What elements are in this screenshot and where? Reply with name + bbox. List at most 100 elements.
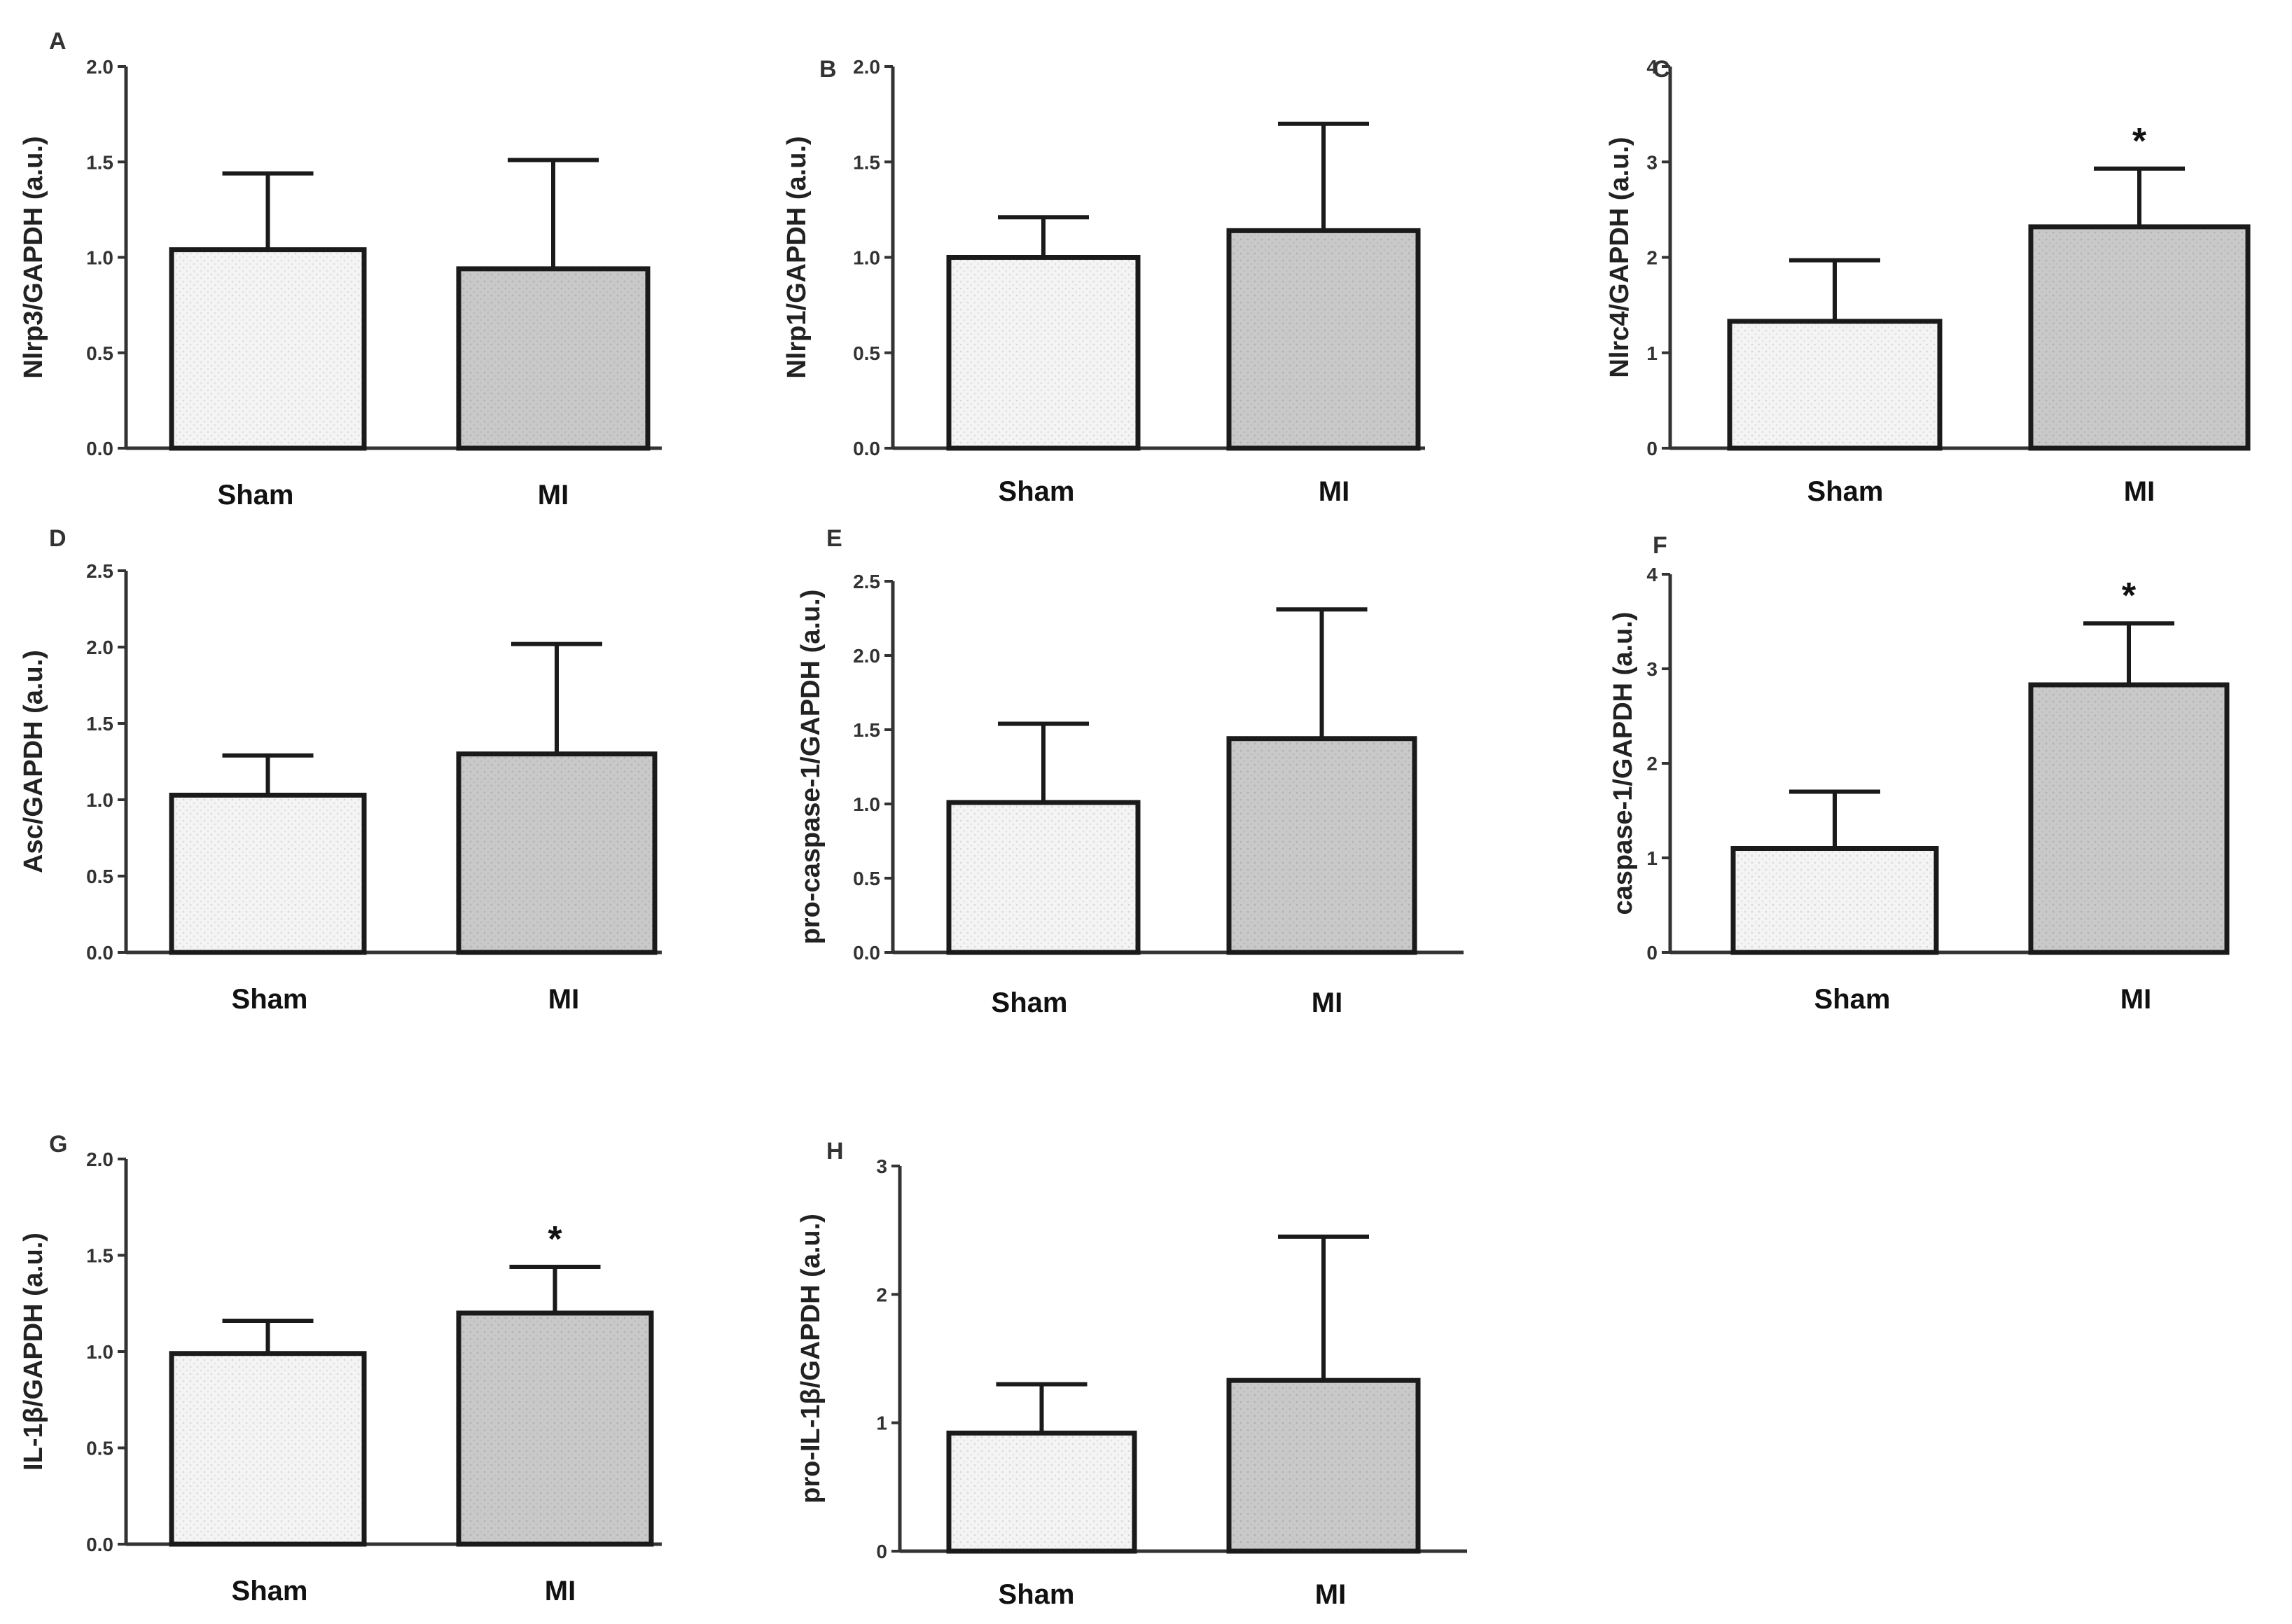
- y-tick-label: 1.5: [853, 719, 880, 741]
- y-tick-label: 2.0: [86, 1148, 113, 1170]
- y-tick-label: 2.0: [86, 56, 113, 78]
- x-category-label: MI: [538, 480, 569, 511]
- y-axis-label: caspase-1/GAPDH (a.u.): [1609, 612, 1638, 915]
- bar-mi: [1226, 736, 1417, 955]
- y-tick-label: 0: [1646, 942, 1658, 964]
- y-tick-label: 1.0: [86, 1341, 113, 1363]
- y-tick-label: 1.0: [86, 247, 113, 269]
- y-tick-label: 0.0: [86, 1534, 113, 1555]
- bar-sham: [1730, 846, 1939, 955]
- bar-mi: [456, 751, 658, 955]
- panel-e: E 0.0 0.5 1.0 1.5 2.0 2.5 Sham MI pro-caspase-1/G…: [796, 525, 1464, 1018]
- y-tick-label: 1.0: [853, 247, 880, 269]
- y-axis-label: Nlrc4/GAPDH (a.u.): [1605, 137, 1634, 377]
- x-category-label: MI: [2124, 476, 2155, 507]
- panel-h: H 0 1 2 3 Sham MI pro-IL-1β/GAPDH (a.u.): [796, 1138, 1467, 1610]
- y-tick-label: 2.0: [86, 637, 113, 658]
- bar-mi: [1226, 228, 1421, 451]
- x-category-label: Sham: [992, 987, 1068, 1018]
- bar-sham: [946, 255, 1141, 451]
- y-tick-label: 0.0: [86, 942, 113, 964]
- significance-marker: *: [2122, 576, 2137, 616]
- y-tick-label: 1.5: [86, 151, 113, 173]
- y-tick-label: 1.5: [86, 713, 113, 735]
- y-axis-label: Nlrp3/GAPDH (a.u.): [19, 136, 48, 378]
- bar-sham: [169, 792, 367, 955]
- bar-mi: [456, 266, 651, 451]
- y-tick-label: 0.0: [853, 438, 880, 459]
- y-tick-label: 0.5: [86, 342, 113, 364]
- y-tick-label: 1.5: [853, 151, 880, 173]
- y-tick-label: 3: [1646, 658, 1658, 680]
- y-tick-label: 0.5: [853, 868, 880, 889]
- panel-letter: C: [1653, 56, 1670, 83]
- bar-mi: [1226, 1377, 1421, 1554]
- panel-f: F 0 1 2 3 4 Sham * MI caspase-1/GAPDH (a.u.): [1609, 532, 2230, 1015]
- panel-letter: G: [49, 1131, 67, 1158]
- y-tick-label: 2.5: [853, 571, 880, 592]
- y-tick-label: 3: [876, 1155, 887, 1177]
- y-tick-label: 1: [1646, 847, 1658, 869]
- y-axis-label: IL-1β/GAPDH (a.u.): [19, 1233, 48, 1471]
- y-axis-label: pro-caspase-1/GAPDH (a.u.): [796, 590, 826, 945]
- x-category-label: Sham: [232, 1576, 308, 1606]
- y-tick-label: 0: [876, 1541, 887, 1562]
- bar-mi: [456, 1310, 654, 1547]
- x-category-label: MI: [1319, 476, 1349, 507]
- panel-letter: A: [49, 28, 67, 55]
- y-tick-label: 0: [1646, 438, 1658, 459]
- y-tick-label: 3: [1646, 151, 1658, 173]
- x-category-label: Sham: [218, 480, 294, 511]
- panel-c: C 0 1 2 3 4 Sham * MI Nlrc4/GAPDH (a.u.): [1605, 56, 2251, 507]
- panel-letter: E: [826, 525, 842, 552]
- bar-mi: [2028, 682, 2230, 955]
- y-tick-label: 2.0: [853, 56, 880, 78]
- x-category-label: MI: [1312, 987, 1342, 1018]
- panel-letter: F: [1653, 532, 1667, 559]
- x-category-label: MI: [2120, 984, 2151, 1015]
- x-category-label: MI: [1315, 1579, 1346, 1610]
- y-tick-label: 0.0: [853, 942, 880, 964]
- y-tick-label: 2: [1646, 247, 1658, 269]
- y-tick-label: 1.0: [86, 789, 113, 811]
- x-category-label: Sham: [1814, 984, 1891, 1015]
- bar-sham: [946, 800, 1141, 955]
- bar-mi: [2028, 224, 2251, 451]
- bar-sham: [1727, 319, 1943, 451]
- significance-marker: *: [548, 1219, 562, 1260]
- panel-letter: B: [819, 56, 837, 83]
- panel-letter: D: [49, 525, 67, 552]
- y-tick-label: 2.0: [853, 645, 880, 667]
- panel-d: D 0.0 0.5 1.0 1.5 2.0 2.5 Sham MI Asc/GAPDH (a.u.…: [19, 525, 662, 1015]
- y-tick-label: 0.5: [86, 1438, 113, 1459]
- y-tick-label: 1.0: [853, 793, 880, 815]
- x-category-label: MI: [548, 984, 579, 1015]
- y-tick-label: 4: [1646, 56, 1658, 78]
- panel-b: B 0.0 0.5 1.0 1.5 2.0 Sham MI Nlrp1/GAPDH (a.u.): [782, 56, 1425, 507]
- y-tick-label: 0.0: [86, 438, 113, 459]
- panel-g: G 0.0 0.5 1.0 1.5 2.0 Sham * MI IL-1β/GAPDH (a.u.…: [19, 1131, 662, 1606]
- x-category-label: Sham: [999, 1579, 1075, 1610]
- panel-letter: H: [826, 1138, 844, 1165]
- bar-sham: [169, 1351, 367, 1547]
- x-category-label: MI: [545, 1576, 576, 1606]
- y-axis-label: Asc/GAPDH (a.u.): [19, 650, 48, 873]
- significance-marker: *: [2132, 121, 2147, 162]
- y-axis-label: Nlrp1/GAPDH (a.u.): [782, 136, 812, 378]
- panel-a: A 0.0 0.5 1.0 1.5 2.0 Sham MI Nlrp3/GAPDH (a.u.): [19, 28, 662, 511]
- bar-sham: [169, 247, 367, 451]
- y-tick-label: 4: [1646, 564, 1658, 585]
- x-category-label: Sham: [232, 984, 308, 1015]
- y-tick-label: 1.5: [86, 1245, 113, 1267]
- y-tick-label: 0.5: [853, 342, 880, 364]
- x-category-label: Sham: [1807, 476, 1884, 507]
- y-tick-label: 2: [876, 1284, 887, 1305]
- y-tick-label: 1: [876, 1413, 887, 1434]
- y-tick-label: 1: [1646, 342, 1658, 364]
- x-category-label: Sham: [999, 476, 1075, 507]
- bar-sham: [946, 1430, 1137, 1554]
- y-tick-label: 0.5: [86, 866, 113, 887]
- y-axis-label: pro-IL-1β/GAPDH (a.u.): [796, 1214, 826, 1504]
